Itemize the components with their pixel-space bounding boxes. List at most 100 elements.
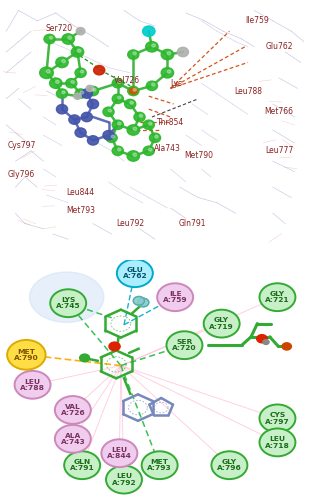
Circle shape [117,260,153,287]
Circle shape [106,133,117,142]
Circle shape [74,93,81,100]
Circle shape [68,36,72,40]
Circle shape [112,146,123,156]
Text: LEU
A:792: LEU A:792 [112,474,136,486]
Circle shape [44,34,55,43]
Circle shape [81,89,92,99]
Circle shape [133,153,137,156]
Text: Ile759: Ile759 [246,16,269,26]
Circle shape [62,60,65,62]
Circle shape [50,78,62,88]
Circle shape [56,104,68,114]
Circle shape [130,102,133,104]
Circle shape [80,91,84,94]
Circle shape [259,428,295,456]
Circle shape [56,89,68,99]
Text: Gln791: Gln791 [179,219,206,228]
Text: Val726: Val726 [114,76,140,85]
Circle shape [146,42,158,52]
Circle shape [117,122,121,125]
Circle shape [117,80,121,84]
Text: Thr854: Thr854 [157,118,184,126]
Circle shape [103,130,114,140]
Circle shape [111,135,115,138]
Circle shape [148,122,152,125]
Circle shape [66,78,77,88]
Circle shape [15,371,51,398]
Circle shape [177,48,188,56]
Circle shape [76,28,85,35]
Text: LYS
A:745: LYS A:745 [56,297,81,310]
Text: SER
A:720: SER A:720 [172,339,197,351]
Circle shape [80,354,90,362]
Circle shape [204,310,240,338]
Circle shape [127,151,140,161]
Circle shape [128,86,139,96]
Ellipse shape [29,272,104,322]
Circle shape [146,81,157,90]
Circle shape [75,89,86,99]
Text: LEU
A:844: LEU A:844 [107,447,132,460]
Circle shape [94,66,105,75]
Circle shape [46,70,50,73]
Circle shape [75,68,86,78]
Circle shape [133,296,144,305]
Circle shape [49,36,53,39]
Circle shape [101,440,137,467]
Circle shape [109,342,120,350]
Text: Lys: Lys [171,78,183,88]
Circle shape [71,80,74,84]
Text: Leu777: Leu777 [265,146,293,156]
Circle shape [133,52,136,55]
Circle shape [117,96,121,99]
Text: GLY
A:719: GLY A:719 [209,318,234,330]
Circle shape [108,109,112,112]
Circle shape [103,107,114,117]
Circle shape [64,452,100,479]
Circle shape [139,114,143,117]
Circle shape [125,100,136,108]
Circle shape [117,148,121,151]
Circle shape [55,396,91,424]
Text: GLN
A:791: GLN A:791 [70,459,95,471]
Circle shape [62,34,74,44]
Circle shape [149,133,161,142]
Circle shape [148,148,152,151]
Text: LEU
A:718: LEU A:718 [265,436,290,448]
Circle shape [55,80,59,84]
Circle shape [143,26,155,36]
Circle shape [106,466,142,493]
Text: MET
A:793: MET A:793 [147,459,172,471]
Circle shape [166,332,202,359]
Text: Leu792: Leu792 [116,219,144,228]
Circle shape [7,340,46,370]
Circle shape [77,49,81,52]
Circle shape [155,135,158,138]
Circle shape [161,68,174,78]
Text: MET
A:790: MET A:790 [14,348,39,361]
Circle shape [55,425,91,452]
Text: Leu788: Leu788 [234,86,262,96]
Text: Gly796: Gly796 [8,170,35,178]
Circle shape [71,47,84,57]
Circle shape [257,334,267,343]
Circle shape [128,50,139,59]
Circle shape [142,452,178,479]
Circle shape [93,88,96,91]
Circle shape [112,78,123,88]
Text: Leu844: Leu844 [67,188,95,197]
Text: VAL
A:726: VAL A:726 [60,404,85,416]
Text: GLU
A:762: GLU A:762 [122,267,147,280]
Circle shape [211,452,247,479]
Text: GLY
A:796: GLY A:796 [217,459,242,471]
Circle shape [133,127,137,130]
Circle shape [130,88,137,94]
Circle shape [263,340,269,344]
Text: ILE
A:759: ILE A:759 [163,291,188,304]
Circle shape [152,83,155,86]
Circle shape [143,120,154,130]
Text: ALA
A:743: ALA A:743 [60,432,85,445]
Text: LEU
A:788: LEU A:788 [20,378,45,391]
Circle shape [133,88,136,91]
Circle shape [138,298,149,307]
